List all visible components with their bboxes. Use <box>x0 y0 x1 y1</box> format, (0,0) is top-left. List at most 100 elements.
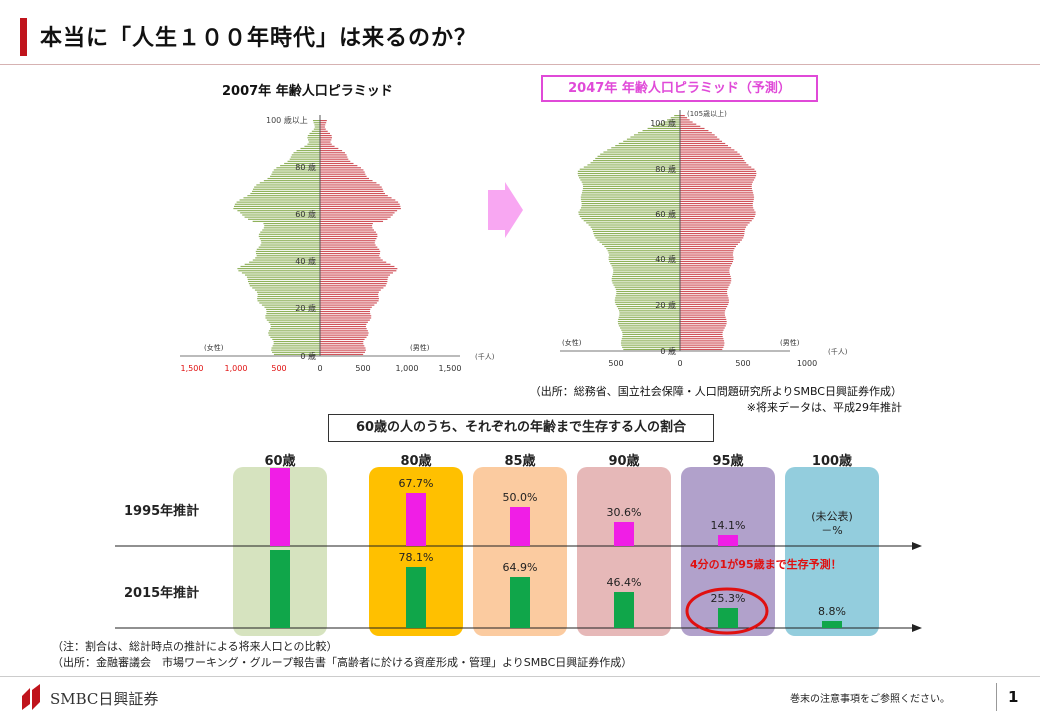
pyramid-bar-male <box>680 130 709 132</box>
pyramid-bar-female <box>252 287 320 289</box>
pyramid-bar-male <box>680 155 742 157</box>
pyramid-bar-female <box>616 290 680 293</box>
pyramid-bar-male <box>680 308 727 310</box>
pyramid-bar-male <box>680 273 730 275</box>
pyramid-bar-female <box>257 298 320 300</box>
pyramid-bar-male <box>680 256 734 258</box>
pyramid-bar-male <box>680 299 729 301</box>
pyramid-bar-male <box>680 331 723 333</box>
pyramid-bar-female <box>622 335 680 338</box>
pyramid-bar-male <box>320 188 383 190</box>
pyramid-bar-female <box>642 130 680 132</box>
pyramid-bar-female <box>260 240 320 242</box>
pyramid-bar-male <box>320 160 351 162</box>
pyramid-bar-female <box>592 228 680 230</box>
pyramid-bar-male <box>320 349 366 351</box>
pyramid-bar-female <box>578 213 680 215</box>
pyramid-bar-male <box>680 140 723 142</box>
pyramid-bar-female <box>581 217 680 220</box>
survival-bar <box>270 468 290 546</box>
pyramid-2007-chart: 100 歳以上 80 歳 60 歳 40 歳 20 歳 0 歳 (女性) (男性) 1,… <box>180 115 462 373</box>
pyramid-bar-female <box>614 301 680 303</box>
pyramid-bar-male <box>320 141 331 143</box>
pyramid-bar-male <box>680 138 720 140</box>
pyramid-bar-female <box>273 353 320 356</box>
pyramid-bar-female <box>617 320 680 323</box>
pyramid-bar-female <box>268 334 320 336</box>
pyramid-bar-male <box>320 242 375 244</box>
pyramid-bar-male <box>320 175 367 177</box>
pyramid-bar-female <box>252 188 320 190</box>
pyramid-bar-male <box>680 215 755 218</box>
pyramid-bar-female <box>240 212 320 214</box>
pyramid-bar-male <box>320 128 326 130</box>
pyramid-bar-female <box>623 140 680 142</box>
pyramid-bar-female <box>267 177 320 180</box>
pyramid-bar-male <box>680 297 729 299</box>
pyramid-bar-male <box>320 214 393 216</box>
pyramid-bar-male <box>320 261 387 263</box>
pyramid-bar-male <box>680 312 725 314</box>
survival-bar <box>406 567 426 628</box>
pyramid-bar-female <box>579 215 680 218</box>
pyramid-bar-female <box>580 196 680 198</box>
pyramid-bar-female <box>266 310 320 313</box>
pyramid-bar-male <box>680 295 728 297</box>
pyramid-bar-female <box>608 252 680 254</box>
pyramid-2047-age-ticks: 100 歳 80 歳 60 歳 40 歳 20 歳 0 歳 <box>650 118 676 356</box>
pyramid-bar-male <box>320 120 327 122</box>
pyramid-bar-female <box>270 336 320 338</box>
pyramid-bar-female <box>612 275 680 278</box>
pyramid-2047-x-tick: 1000 <box>797 359 817 368</box>
pyramid-bar-female <box>623 348 680 351</box>
pyramid-bar-male <box>680 151 738 153</box>
pyramid-bar-male <box>680 293 728 295</box>
pyramid-bar-male <box>680 265 731 267</box>
pyramid-bar-male <box>320 227 373 229</box>
pyramid-bar-male <box>320 334 369 336</box>
pyramid-bar-female <box>620 342 680 344</box>
pyramid-bar-male <box>680 282 731 284</box>
pyramid-bar-female <box>618 142 680 145</box>
pyramid-2007-x-ticks: 1,500 1,000 500 0 500 1,000 1,500 <box>181 364 462 373</box>
pyramid-bar-female <box>593 160 680 162</box>
pyramid-bar-female <box>257 293 320 295</box>
pyramid-bar-male <box>680 196 755 198</box>
pyramid-bar-female <box>610 263 680 265</box>
pyramid-bar-male <box>680 217 754 220</box>
pyramid-bar-female <box>291 154 320 156</box>
pyramid-bar-male <box>680 310 726 312</box>
pyramid-bar-male <box>320 330 368 332</box>
survival-value-label: 50.0% <box>502 491 538 504</box>
pyramid-bar-male <box>680 303 729 305</box>
pyramid-bar-female <box>247 195 320 197</box>
pyramid-bar-male <box>680 288 728 290</box>
pyramid-bar-male <box>320 199 396 201</box>
pyramid-bar-male <box>320 165 358 167</box>
pyramid-bar-female <box>313 122 320 124</box>
pyramid-2007-age-tick: 40 歳 <box>295 256 316 266</box>
pyramid-bar-female <box>260 231 320 233</box>
pyramid-bar-female <box>611 265 680 267</box>
pyramid-bar-female <box>597 155 680 157</box>
pyramid-bar-male <box>320 203 400 205</box>
pyramid-bar-female <box>615 297 680 299</box>
chart-note: （注：割合は、総計時点の推計による将来人口との比較） <box>52 640 338 653</box>
pyramid-bar-male <box>680 115 685 117</box>
pyramid-bar-female <box>633 134 680 136</box>
pyramid-bar-female <box>238 270 320 272</box>
survival-column-bg <box>369 467 463 636</box>
pyramid-2007-x-tick-male: 0 <box>317 364 322 373</box>
pyramid-bar-male <box>320 289 381 291</box>
survival-bar <box>510 507 530 546</box>
pyramid-bar-male <box>680 346 724 348</box>
pyramid-bar-female <box>250 192 320 195</box>
pyramid-bar-male <box>320 257 381 259</box>
pyramid-bar-male <box>320 130 328 132</box>
pyramid-bar-male <box>680 177 756 179</box>
pyramid-bar-male <box>680 179 755 181</box>
pyramid-bar-male <box>680 224 748 226</box>
pyramid-bar-male <box>320 315 372 317</box>
pyramid-bar-female <box>246 276 320 278</box>
pyramid-bar-female <box>290 156 320 158</box>
